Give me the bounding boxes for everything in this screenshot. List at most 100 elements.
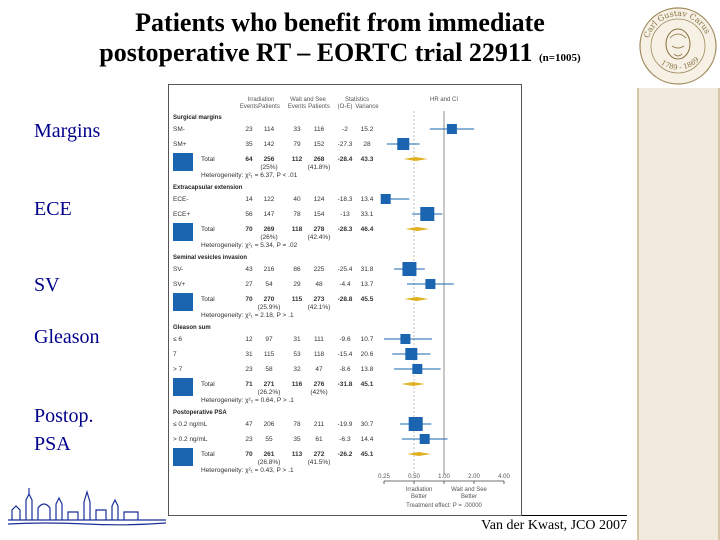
cell-irr_p: 147: [264, 211, 275, 218]
cell-var: 20.6: [361, 351, 374, 358]
group-title: Extracapsular extension: [173, 185, 243, 191]
cell-ws_e: 78: [293, 211, 301, 218]
total-diamond: [401, 382, 426, 386]
cell-var: 13.4: [361, 196, 374, 203]
cell-irr_p: 97: [265, 336, 273, 343]
decorative-side-bar: [637, 88, 720, 540]
total-marker: [173, 223, 193, 241]
heterogeneity: Heterogeneity: χ²₁ = 2.18, P > .1: [201, 312, 294, 319]
cell-ws_p: 152: [314, 141, 325, 148]
cell-irr_p: 142: [264, 141, 275, 148]
total-irr_e: 70: [245, 451, 253, 458]
cell-irr_e: 31: [245, 351, 253, 358]
total-ws_e: 112: [292, 156, 303, 163]
row-label: SM-: [173, 126, 185, 133]
row-label: SV-: [173, 266, 183, 273]
total-irr_e: 70: [245, 296, 253, 303]
irr-pct: (26.8%): [258, 459, 281, 466]
cell-irr_e: 23: [245, 366, 253, 373]
ws-pct: (42.1%): [308, 304, 331, 311]
total-diamond: [404, 297, 429, 301]
total-ws_e: 118: [292, 226, 303, 233]
ws-pct: (42.4%): [308, 234, 331, 241]
cell-oe: -9.6: [339, 336, 351, 343]
hdr-sub-2: Events: [288, 104, 306, 110]
cell-ws_e: 78: [293, 421, 301, 428]
row-label: 7: [173, 351, 177, 358]
irr-pct: (25.9%): [258, 304, 281, 311]
total-marker: [173, 448, 193, 466]
hr-square: [380, 194, 391, 204]
label-sv: SV: [34, 274, 60, 296]
total-irr_e: 70: [245, 226, 253, 233]
cell-ws_e: 35: [293, 436, 301, 443]
total-diamond: [406, 452, 431, 456]
total-label: Total: [201, 156, 215, 163]
total-irr_p: 261: [264, 451, 275, 458]
total-marker: [173, 153, 193, 171]
cell-ws_e: 33: [293, 126, 301, 133]
ws-pct: (41.8%): [308, 164, 331, 171]
group-title: Gleason sum: [173, 325, 211, 331]
total-ws_p: 273: [314, 296, 325, 303]
tick-label: 0.50: [408, 474, 420, 480]
cell-irr_p: 114: [264, 126, 275, 133]
group-title: Postoperative PSA: [173, 410, 227, 416]
cell-var: 13.8: [361, 366, 374, 373]
hr-square: [402, 262, 417, 276]
cell-var: 14.4: [361, 436, 374, 443]
label-margins: Margins: [34, 120, 101, 142]
group-title: Seminal vesicles invasion: [173, 255, 247, 261]
cell-irr_p: 216: [264, 266, 275, 273]
cell-oe: -2: [342, 126, 348, 133]
cell-var: 15.2: [361, 126, 374, 133]
total-ws_p: 276: [314, 381, 325, 388]
cell-oe: -6.3: [339, 436, 351, 443]
total-diamond: [403, 157, 428, 161]
total-label: Total: [201, 381, 215, 388]
cell-var: 31.8: [361, 266, 374, 273]
cell-ws_p: 124: [314, 196, 325, 203]
cell-oe: -25.4: [338, 266, 353, 273]
row-label: SV+: [173, 281, 186, 288]
forest-plot-figure: Irradiation Wait and See Statistics HR and …: [168, 84, 522, 516]
university-seal-icon: Carl Gustav Carus 1789 - 1869: [639, 7, 717, 85]
group-title: Surgical margins: [173, 115, 222, 121]
cell-irr_e: 14: [245, 196, 253, 203]
row-label: > 0.2 ng/mL: [173, 436, 208, 443]
cell-ws_p: 47: [315, 366, 323, 373]
cell-irr_e: 23: [245, 436, 253, 443]
hr-square: [400, 334, 411, 344]
hdr-irradiation: Irradiation: [248, 97, 275, 103]
heterogeneity: Heterogeneity: χ²₁ = 0.43, P > .1: [201, 467, 294, 474]
title-n: (n=1005): [538, 52, 581, 64]
heterogeneity: Heterogeneity: χ²₁ = 6.37, P < .01: [201, 172, 298, 179]
cell-irr_e: 35: [245, 141, 253, 148]
total-label: Total: [201, 451, 215, 458]
hdr-sub-5: Variance: [355, 104, 379, 110]
row-label: ECE+: [173, 211, 190, 218]
cell-oe: -8.6: [339, 366, 351, 373]
total-ws_e: 116: [292, 381, 303, 388]
irr-pct: (25%): [260, 164, 277, 171]
cell-oe: -15.4: [338, 351, 353, 358]
tick-label: 2.00: [468, 474, 480, 480]
row-label: ≤ 0.2 ng/mL: [173, 421, 208, 428]
cell-irr_e: 12: [245, 336, 253, 343]
tick-label: 0.25: [378, 474, 390, 480]
hr-square: [446, 124, 457, 134]
cell-irr_e: 23: [245, 126, 253, 133]
cell-ws_e: 32: [293, 366, 301, 373]
total-ws_p: 278: [314, 226, 325, 233]
cell-var: 28: [363, 141, 371, 148]
cell-irr_p: 54: [265, 281, 273, 288]
hdr-wait-see: Wait and See: [290, 97, 326, 103]
total-marker: [173, 378, 193, 396]
total-var: 45.1: [361, 451, 374, 458]
ws-pct: (41.5%): [308, 459, 331, 466]
ws-pct: (42%): [310, 389, 327, 396]
cell-oe: -19.9: [338, 421, 353, 428]
cell-ws_p: 225: [314, 266, 325, 273]
ws-better-1: Wait and See: [451, 487, 487, 493]
heterogeneity: Heterogeneity: χ²₂ = 0.64, P > .1: [201, 397, 294, 404]
